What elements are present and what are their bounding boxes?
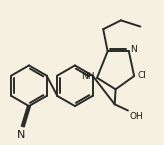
Text: NH: NH <box>81 72 95 81</box>
Text: N: N <box>17 130 25 140</box>
Text: OH: OH <box>130 112 144 121</box>
Text: N: N <box>130 45 137 54</box>
Text: Cl: Cl <box>137 71 146 80</box>
